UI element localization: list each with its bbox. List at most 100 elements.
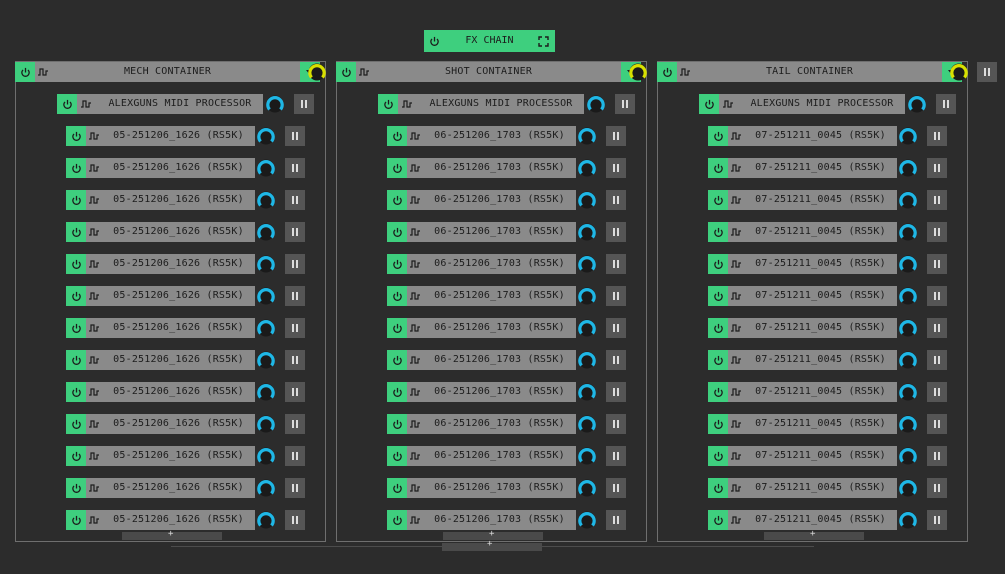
item-knob[interactable] xyxy=(898,478,918,498)
processor-power-button[interactable] xyxy=(378,94,398,114)
item-bypass-button[interactable] xyxy=(927,158,947,178)
item-knob[interactable] xyxy=(577,286,597,306)
item-bypass-button[interactable] xyxy=(927,478,947,498)
processor-bypass-button[interactable] xyxy=(615,94,635,114)
item-bar[interactable]: 05-251206_1626 (RS5K) xyxy=(86,446,255,466)
item-bar[interactable]: 06-251206_1703 (RS5K) xyxy=(407,478,576,498)
item-power-button[interactable] xyxy=(708,382,728,402)
item-bypass-button[interactable] xyxy=(606,414,626,434)
item-power-button[interactable] xyxy=(708,510,728,530)
item-power-button[interactable] xyxy=(66,254,86,274)
item-knob[interactable] xyxy=(577,190,597,210)
expand-icon[interactable] xyxy=(538,36,549,47)
item-bar[interactable]: 07-251211_0045 (RS5K) xyxy=(728,158,897,178)
item-power-button[interactable] xyxy=(708,318,728,338)
item-knob[interactable] xyxy=(577,254,597,274)
add-icon[interactable]: + xyxy=(489,529,495,539)
item-power-button[interactable] xyxy=(387,190,407,210)
processor-bypass-button[interactable] xyxy=(936,94,956,114)
item-bypass-button[interactable] xyxy=(606,286,626,306)
item-knob[interactable] xyxy=(256,158,276,178)
item-knob[interactable] xyxy=(898,254,918,274)
processor-bar[interactable]: ALEXGUNS MIDI PROCESSOR xyxy=(398,94,584,114)
item-bypass-button[interactable] xyxy=(927,350,947,370)
processor-bar[interactable]: ALEXGUNS MIDI PROCESSOR xyxy=(77,94,263,114)
item-bar[interactable]: 07-251211_0045 (RS5K) xyxy=(728,222,897,242)
item-bar[interactable]: 06-251206_1703 (RS5K) xyxy=(407,382,576,402)
item-power-button[interactable] xyxy=(66,286,86,306)
item-knob[interactable] xyxy=(898,318,918,338)
item-bypass-button[interactable] xyxy=(285,478,305,498)
item-bar[interactable]: 05-251206_1626 (RS5K) xyxy=(86,158,255,178)
item-power-button[interactable] xyxy=(387,446,407,466)
item-bar[interactable]: 07-251211_0045 (RS5K) xyxy=(728,414,897,434)
item-bypass-button[interactable] xyxy=(927,126,947,146)
add-icon[interactable]: + xyxy=(810,529,816,539)
item-bypass-button[interactable] xyxy=(285,510,305,530)
item-power-button[interactable] xyxy=(66,478,86,498)
item-knob[interactable] xyxy=(256,414,276,434)
item-bar[interactable]: 05-251206_1626 (RS5K) xyxy=(86,510,255,530)
item-power-button[interactable] xyxy=(66,318,86,338)
item-power-button[interactable] xyxy=(387,222,407,242)
item-bypass-button[interactable] xyxy=(927,190,947,210)
item-bar[interactable]: 07-251211_0045 (RS5K) xyxy=(728,478,897,498)
item-bypass-button[interactable] xyxy=(285,446,305,466)
container-header[interactable]: MECH CONTAINER xyxy=(35,62,300,82)
item-knob[interactable] xyxy=(898,286,918,306)
container-volume-knob[interactable] xyxy=(949,62,969,82)
container-power-button[interactable] xyxy=(336,62,356,82)
item-bar[interactable]: 07-251211_0045 (RS5K) xyxy=(728,382,897,402)
item-knob[interactable] xyxy=(256,478,276,498)
container-add-bar[interactable] xyxy=(764,532,864,540)
item-knob[interactable] xyxy=(898,222,918,242)
item-power-button[interactable] xyxy=(387,414,407,434)
item-bar[interactable]: 07-251211_0045 (RS5K) xyxy=(728,446,897,466)
item-bar[interactable]: 06-251206_1703 (RS5K) xyxy=(407,190,576,210)
item-knob[interactable] xyxy=(898,382,918,402)
item-bar[interactable]: 05-251206_1626 (RS5K) xyxy=(86,318,255,338)
item-bar[interactable]: 06-251206_1703 (RS5K) xyxy=(407,222,576,242)
item-bar[interactable]: 05-251206_1626 (RS5K) xyxy=(86,222,255,242)
item-bypass-button[interactable] xyxy=(606,382,626,402)
item-bypass-button[interactable] xyxy=(285,414,305,434)
item-bar[interactable]: 07-251211_0045 (RS5K) xyxy=(728,510,897,530)
processor-power-button[interactable] xyxy=(699,94,719,114)
item-bypass-button[interactable] xyxy=(927,318,947,338)
item-knob[interactable] xyxy=(577,158,597,178)
item-bypass-button[interactable] xyxy=(927,222,947,242)
item-power-button[interactable] xyxy=(66,126,86,146)
chain-add-icon[interactable]: + xyxy=(487,539,493,549)
chain-bypass-button[interactable] xyxy=(977,62,997,82)
item-knob[interactable] xyxy=(577,414,597,434)
item-bar[interactable]: 05-251206_1626 (RS5K) xyxy=(86,414,255,434)
item-bar[interactable]: 07-251211_0045 (RS5K) xyxy=(728,254,897,274)
item-bypass-button[interactable] xyxy=(606,222,626,242)
item-bypass-button[interactable] xyxy=(606,158,626,178)
item-power-button[interactable] xyxy=(387,350,407,370)
container-power-button[interactable] xyxy=(15,62,35,82)
item-power-button[interactable] xyxy=(708,126,728,146)
container-add-bar[interactable] xyxy=(122,532,222,540)
item-knob[interactable] xyxy=(256,126,276,146)
item-bypass-button[interactable] xyxy=(606,510,626,530)
item-bar[interactable]: 05-251206_1626 (RS5K) xyxy=(86,190,255,210)
item-power-button[interactable] xyxy=(708,478,728,498)
item-bypass-button[interactable] xyxy=(285,158,305,178)
item-bar[interactable]: 06-251206_1703 (RS5K) xyxy=(407,318,576,338)
item-power-button[interactable] xyxy=(387,478,407,498)
item-knob[interactable] xyxy=(256,382,276,402)
item-power-button[interactable] xyxy=(387,510,407,530)
item-power-button[interactable] xyxy=(66,190,86,210)
item-power-button[interactable] xyxy=(708,286,728,306)
container-power-button[interactable] xyxy=(657,62,677,82)
item-bar[interactable]: 05-251206_1626 (RS5K) xyxy=(86,286,255,306)
item-bypass-button[interactable] xyxy=(606,190,626,210)
item-bypass-button[interactable] xyxy=(285,190,305,210)
item-knob[interactable] xyxy=(577,318,597,338)
item-knob[interactable] xyxy=(577,382,597,402)
item-bar[interactable]: 06-251206_1703 (RS5K) xyxy=(407,286,576,306)
processor-knob[interactable] xyxy=(265,94,285,114)
item-knob[interactable] xyxy=(577,478,597,498)
item-knob[interactable] xyxy=(256,222,276,242)
